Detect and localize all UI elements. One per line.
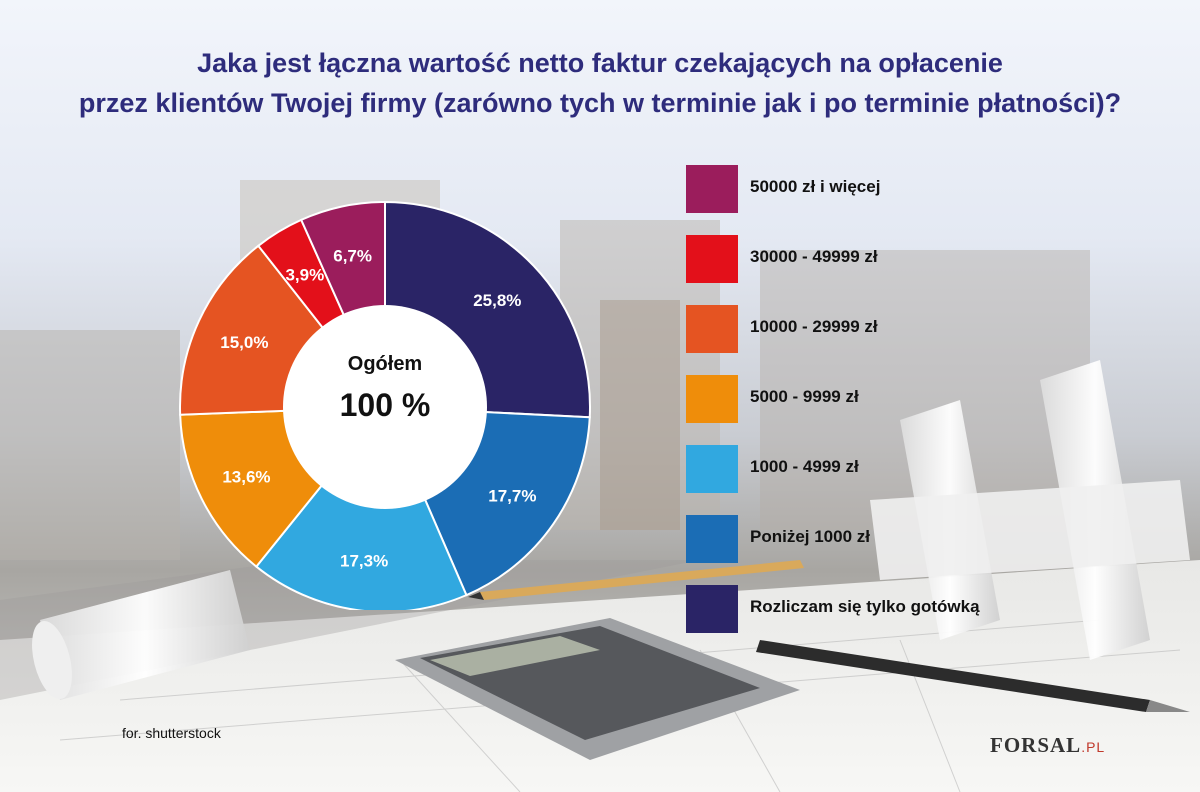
legend-item-2: 30000 - 49999 zł [686,235,1186,283]
legend-label: 1000 - 4999 zł [750,457,859,476]
slice-value-label-3: 17,3% [340,552,388,571]
photo-credit: for. shutterstock [122,725,221,741]
legend-swatch [686,165,738,213]
legend-label: 10000 - 29999 zł [750,317,878,336]
legend-label: 50000 zł i więcej [750,177,881,196]
legend-label: 30000 - 49999 zł [750,247,878,266]
legend-item-7: Rozliczam się tylko gotówką [686,585,1186,633]
legend-swatch [686,445,738,493]
legend-label: 5000 - 9999 zł [750,387,859,406]
center-label: Ogółem [348,353,422,375]
chart-title-line-2: przez klientów Twojej firmy (zarówno tyc… [78,88,1122,118]
legend-item-3: 10000 - 29999 zł [686,305,1186,353]
chart-title-line-1: Jaka jest łączna wartość netto faktur cz… [197,48,1003,78]
slice-value-label-6: 3,9% [285,265,324,284]
legend-swatch [686,585,738,633]
forsal-logo: FORSAL.PL [990,733,1105,758]
slice-labels: 25,8% 17,7% 17,3% 13,6% 15,0% 3,9% 6,7% [220,246,536,570]
slice-value-label-7: 6,7% [333,246,372,265]
legend-swatch [686,515,738,563]
legend-label: Poniżej 1000 zł [750,527,870,546]
legend-item-6: Poniżej 1000 zł [686,515,1186,563]
legend-label: Rozliczam się tylko gotówką [750,597,980,616]
legend-swatch [686,375,738,423]
pie-slice-3 [254,405,468,610]
slice-value-label-4: 13,6% [222,467,270,486]
donut-hole [283,305,487,509]
legend-item-1: 50000 zł i więcej [686,165,1186,213]
legend-item-4: 5000 - 9999 zł [686,375,1186,423]
center-value: 100 % [340,387,431,423]
legend-swatch [686,235,738,283]
legend-item-5: 1000 - 4999 zł [686,445,1186,493]
donut-chart: Ogółem 100 % 25,8% 17,7% 17,3% 13,6% 15,0% 3,… [179,200,591,610]
legend-swatch [686,305,738,353]
slice-value-label-5: 15,0% [220,333,268,352]
slice-value-label-2: 17,7% [488,486,536,505]
logo-text: FORSAL [990,733,1082,757]
slice-value-label-1: 25,8% [473,291,521,310]
logo-suffix: .PL [1081,739,1106,755]
